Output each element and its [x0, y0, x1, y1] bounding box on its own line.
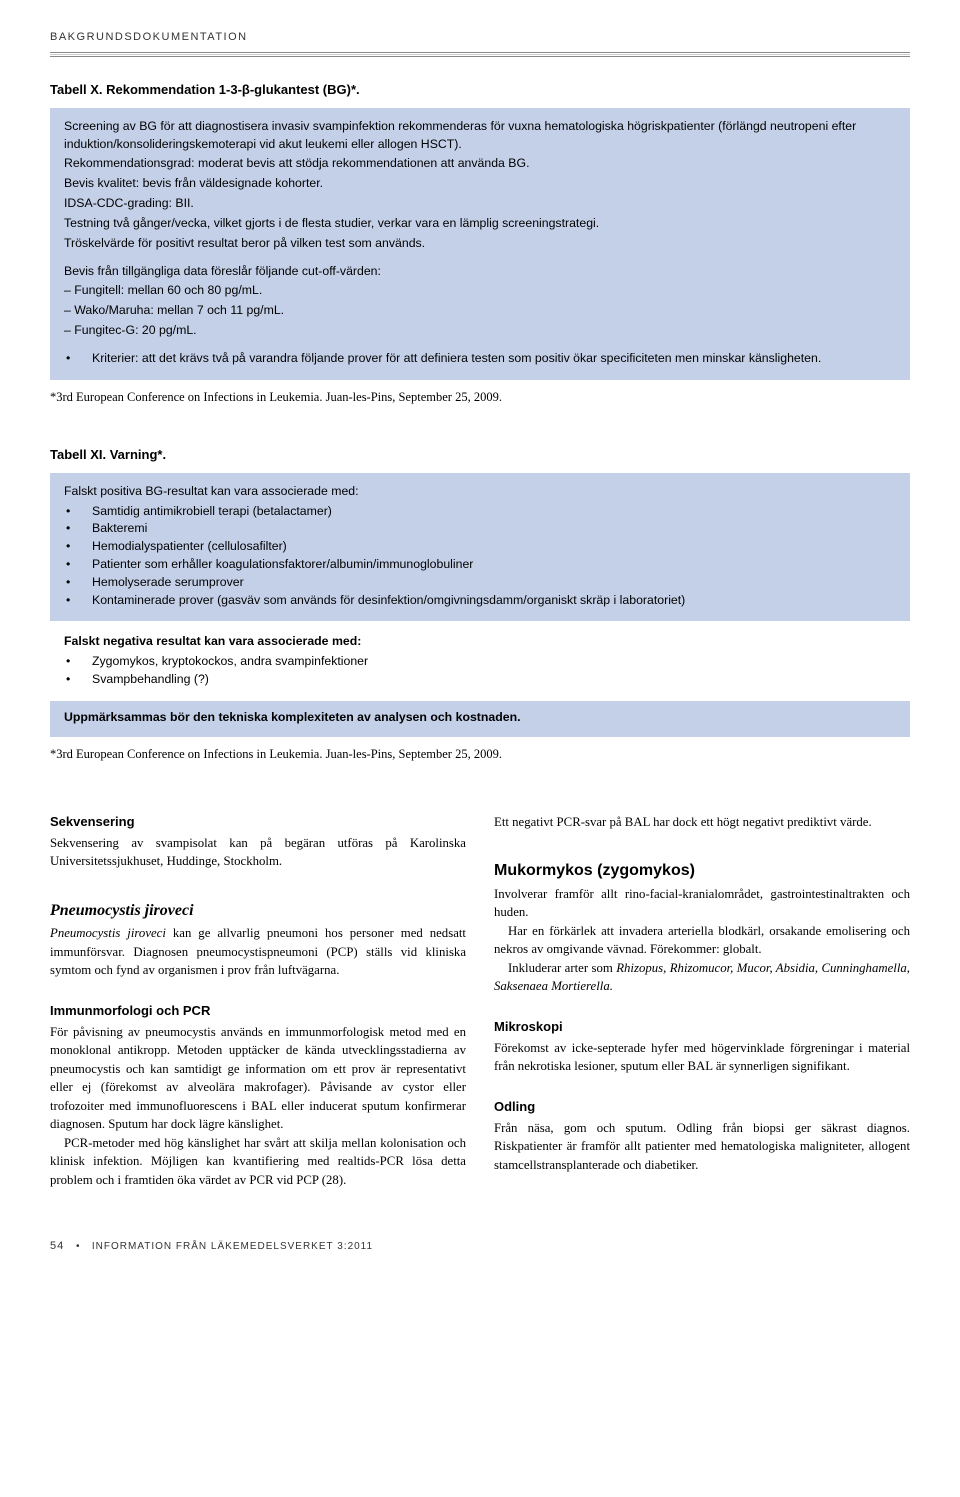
- tx-line: Screening av BG för att diagnostisera in…: [64, 118, 896, 154]
- mik-body: Förekomst av icke-septerade hyfer med hö…: [494, 1039, 910, 1076]
- tx-line: Rekommendationsgrad: moderat bevis att s…: [64, 155, 896, 173]
- txi-fp-heading: Falskt positiva BG-resultat kan vara ass…: [64, 483, 896, 501]
- txi-fp-item: •Hemolyserade serumprover: [64, 574, 896, 592]
- muk-p3: Inkluderar arter som Rhizopus, Rhizomuco…: [494, 959, 910, 996]
- seq-heading: Sekvensering: [50, 813, 466, 832]
- header-category: BAKGRUNDSDOKUMENTATION: [50, 30, 910, 46]
- tx-cutoff: – Wako/Maruha: mellan 7 och 11 pg/mL.: [64, 302, 896, 320]
- muk-body: Involverar framför allt rino-facial-kran…: [494, 885, 910, 996]
- imm-p2: PCR-metoder med hög känslighet har svårt…: [50, 1134, 466, 1190]
- table-xi-fp-box: Falskt positiva BG-resultat kan vara ass…: [50, 473, 910, 622]
- txi-fp-item: •Hemodialyspatienter (cellulosafilter): [64, 538, 896, 556]
- pneu-italic: Pneumocystis jiroveci: [50, 926, 166, 940]
- tx-line: Bevis kvalitet: bevis från väldesignade …: [64, 175, 896, 193]
- tx-cutoff-intro: Bevis från tillgängliga data föreslår fö…: [64, 263, 896, 281]
- txi-fp-text: Patienter som erhåller koagulationsfakto…: [92, 556, 473, 574]
- pneu-body: Pneumocystis jiroveci kan ge allvarlig p…: [50, 924, 466, 980]
- table-xi-fn-box: Falskt negativa resultat kan vara associ…: [50, 629, 910, 692]
- table-xi-footnote: *3rd European Conference on Infections i…: [50, 745, 910, 763]
- tx-line: Testning två gånger/vecka, vilket gjorts…: [64, 215, 896, 233]
- txi-fp-text: Hemodialyspatienter (cellulosafilter): [92, 538, 287, 556]
- header-rule: [50, 52, 910, 57]
- imm-body: För påvisning av pneumocystis används en…: [50, 1023, 466, 1190]
- table-x-box: Screening av BG för att diagnostisera in…: [50, 108, 910, 380]
- mik-heading: Mikroskopi: [494, 1018, 910, 1037]
- right-column: Ett negativt PCR-svar på BAL har dock et…: [494, 813, 910, 1190]
- txi-fn-text: Zygomykos, kryptokockos, andra svampinfe…: [92, 653, 368, 671]
- muk-heading: Mukormykos (zygomykos): [494, 859, 910, 882]
- txi-fn-heading: Falskt negativa resultat kan vara associ…: [64, 633, 896, 651]
- body-columns: Sekvensering Sekvensering av svampisolat…: [50, 813, 910, 1190]
- table-xi-title: Tabell XI. Varning*.: [50, 446, 910, 465]
- table-x-title: Tabell X. Rekommendation 1-3-β-glukantes…: [50, 81, 910, 100]
- page-number: 54: [50, 1240, 64, 1252]
- odl-heading: Odling: [494, 1098, 910, 1117]
- txi-fp-item: •Kontaminerade prover (gasväv som använd…: [64, 592, 896, 610]
- txi-fn-item: •Svampbehandling (?): [64, 671, 896, 689]
- txi-fn-item: •Zygomykos, kryptokockos, andra svampinf…: [64, 653, 896, 671]
- tx-line: IDSA-CDC-grading: BII.: [64, 195, 896, 213]
- txi-fn-text: Svampbehandling (?): [92, 671, 209, 689]
- seq-body: Sekvensering av svampisolat kan på begär…: [50, 834, 466, 871]
- txi-fp-text: Hemolyserade serumprover: [92, 574, 244, 592]
- pcr-note: Ett negativt PCR-svar på BAL har dock et…: [494, 813, 910, 832]
- txi-fp-item: •Patienter som erhåller koagulationsfakt…: [64, 556, 896, 574]
- txi-fp-text: Bakteremi: [92, 520, 147, 538]
- imm-heading: Immunmorfologi och PCR: [50, 1002, 466, 1021]
- table-xi-note-box: Uppmärksammas bör den tekniska komplexit…: [50, 701, 910, 737]
- left-column: Sekvensering Sekvensering av svampisolat…: [50, 813, 466, 1190]
- tx-cutoff: – Fungitec-G: 20 pg/mL.: [64, 322, 896, 340]
- muk-p2: Har en förkärlek att invadera arteriella…: [494, 922, 910, 959]
- tx-line: Tröskelvärde för positivt resultat beror…: [64, 235, 896, 253]
- txi-fp-text: Samtidig antimikrobiell terapi (betalact…: [92, 503, 332, 521]
- txi-fp-item: •Bakteremi: [64, 520, 896, 538]
- footer-text: INFORMATION FRÅN LÄKEMEDELSVERKET 3:2011: [92, 1241, 373, 1252]
- muk-p1: Involverar framför allt rino-facial-kran…: [494, 885, 910, 922]
- table-x-footnote: *3rd European Conference on Infections i…: [50, 388, 910, 406]
- txi-fp-item: •Samtidig antimikrobiell terapi (betalac…: [64, 503, 896, 521]
- tx-criteria: •Kriterier: att det krävs två på varandr…: [64, 350, 896, 368]
- tx-criteria-text: Kriterier: att det krävs två på varandra…: [92, 350, 821, 368]
- txi-note: Uppmärksammas bör den tekniska komplexit…: [64, 709, 896, 727]
- odl-body: Från näsa, gom och sputum. Odling från b…: [494, 1119, 910, 1175]
- tx-cutoff: – Fungitell: mellan 60 och 80 pg/mL.: [64, 282, 896, 300]
- page-footer: 54 • INFORMATION FRÅN LÄKEMEDELSVERKET 3…: [50, 1239, 910, 1255]
- txi-fp-text: Kontaminerade prover (gasväv som används…: [92, 592, 685, 610]
- muk-p3a: Inkluderar arter som: [508, 961, 616, 975]
- imm-p1: För påvisning av pneumocystis används en…: [50, 1023, 466, 1134]
- pneu-heading: Pneumocystis jiroveci: [50, 899, 466, 922]
- footer-bullet: •: [76, 1241, 81, 1252]
